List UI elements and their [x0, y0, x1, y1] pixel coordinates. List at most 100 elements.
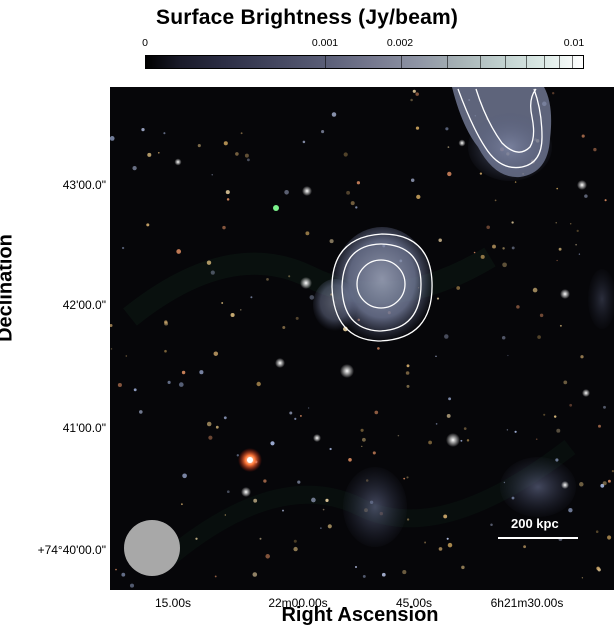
faint-source	[236, 454, 239, 457]
colorbar	[145, 55, 584, 69]
faint-source	[244, 153, 249, 158]
faint-source	[182, 473, 187, 479]
colorbar-tick-label: 0	[142, 37, 148, 49]
faint-source	[555, 222, 557, 224]
faint-source	[502, 262, 507, 268]
faint-source	[181, 503, 183, 506]
faint-source	[350, 201, 355, 206]
faint-source	[507, 354, 509, 357]
faint-source	[294, 417, 297, 420]
faint-source	[247, 158, 250, 162]
y-axis-label: Declination	[0, 234, 17, 342]
faint-source	[356, 181, 361, 185]
faint-source	[110, 136, 115, 141]
faint-source	[579, 482, 584, 487]
faint-source	[553, 415, 557, 418]
faint-source	[293, 546, 298, 552]
colorbar-tick-label: 0.001	[311, 37, 339, 49]
faint-source	[289, 411, 293, 415]
faint-source	[311, 497, 316, 503]
faint-source	[263, 479, 267, 483]
faint-source	[559, 324, 562, 327]
faint-source	[447, 146, 450, 148]
faint-source	[447, 542, 453, 548]
faint-source	[543, 413, 546, 416]
faint-source	[511, 246, 515, 250]
faint-source	[506, 429, 509, 431]
faint-source	[600, 483, 605, 488]
colorbar-title: Surface Brightness (Jy/beam)	[155, 6, 459, 29]
faint-source	[463, 427, 467, 430]
colorbar-gradient	[146, 56, 583, 68]
faint-source	[343, 152, 348, 157]
faint-source	[397, 434, 400, 437]
faint-source	[406, 518, 410, 521]
faint-source	[223, 141, 228, 146]
faint-source	[214, 575, 217, 578]
x-axis-label: Right Ascension	[281, 604, 439, 626]
faint-source	[322, 508, 325, 511]
x-tick-label: 22m00.00s	[268, 596, 328, 610]
faint-source	[492, 244, 496, 249]
faint-source	[132, 165, 137, 171]
faint-source	[416, 194, 421, 200]
faint-source	[406, 364, 410, 368]
faint-source	[252, 572, 258, 577]
faint-source	[210, 270, 215, 275]
faint-source	[259, 537, 262, 540]
faint-source	[325, 498, 329, 503]
faint-source	[226, 198, 230, 201]
faint-source	[360, 428, 364, 432]
faint-source	[593, 147, 597, 152]
faint-source	[329, 239, 334, 244]
faint-source	[230, 312, 235, 318]
faint-source	[266, 278, 269, 281]
faint-source	[406, 384, 410, 388]
faint-source	[206, 421, 212, 427]
faint-source	[331, 112, 337, 117]
faint-source	[568, 508, 573, 513]
faint-source	[129, 583, 135, 588]
faint-source	[607, 535, 612, 540]
faint-source	[410, 178, 415, 182]
faint-source	[556, 259, 558, 262]
faint-source	[121, 572, 126, 577]
colorbar-tick	[480, 56, 481, 68]
faint-source	[213, 351, 219, 356]
faint-source	[410, 98, 413, 102]
y-tick-label: 42'00.0"	[62, 298, 106, 312]
faint-source	[523, 545, 526, 549]
faint-source	[372, 451, 376, 455]
faint-source	[355, 566, 357, 568]
faint-source	[164, 349, 167, 353]
scale-bar	[498, 537, 578, 539]
faint-source	[307, 407, 310, 409]
faint-source	[374, 410, 379, 415]
faint-source	[110, 348, 113, 350]
faint-source	[406, 476, 409, 479]
faint-source	[460, 439, 463, 442]
faint-source	[415, 126, 420, 130]
faint-source	[226, 490, 230, 494]
faint-source	[602, 481, 607, 486]
faint-source	[578, 253, 581, 255]
y-tick-label: +74°40'00.0"	[37, 543, 106, 557]
faint-source	[265, 554, 270, 559]
bright-stars	[174, 139, 590, 497]
faint-source	[479, 172, 483, 175]
faint-source	[537, 335, 541, 339]
faint-source	[415, 92, 419, 96]
faint-source	[514, 430, 517, 433]
faint-source	[511, 221, 514, 224]
faint-source	[138, 410, 143, 414]
faint-source	[435, 423, 438, 425]
faint-source	[480, 254, 485, 259]
beam-ellipse	[124, 520, 180, 576]
faint-source	[490, 523, 493, 526]
faint-source	[466, 439, 470, 442]
faint-source	[514, 181, 517, 183]
faint-source	[486, 225, 490, 230]
faint-source	[302, 140, 306, 144]
radio-contours	[331, 88, 543, 342]
faint-source	[163, 132, 166, 135]
